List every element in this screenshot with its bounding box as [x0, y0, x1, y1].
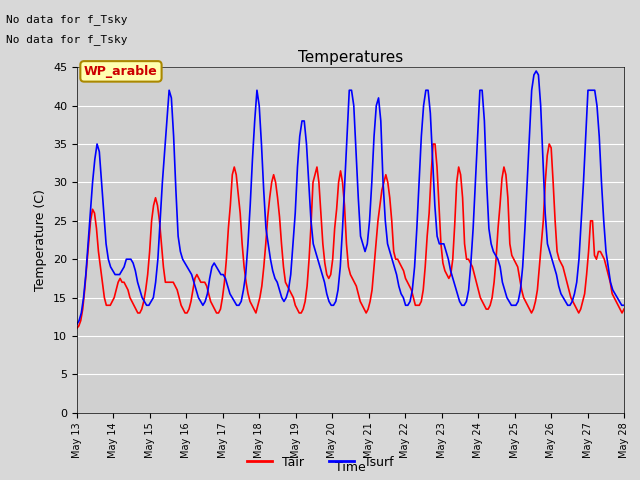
Title: Temperatures: Temperatures — [298, 49, 403, 65]
Y-axis label: Temperature (C): Temperature (C) — [35, 189, 47, 291]
Text: WP_arable: WP_arable — [84, 65, 158, 78]
X-axis label: Time: Time — [335, 461, 366, 474]
Text: No data for f_Tsky: No data for f_Tsky — [6, 14, 128, 25]
Legend: Tair, Tsurf: Tair, Tsurf — [242, 451, 398, 474]
Text: No data for f_Tsky: No data for f_Tsky — [6, 34, 128, 45]
